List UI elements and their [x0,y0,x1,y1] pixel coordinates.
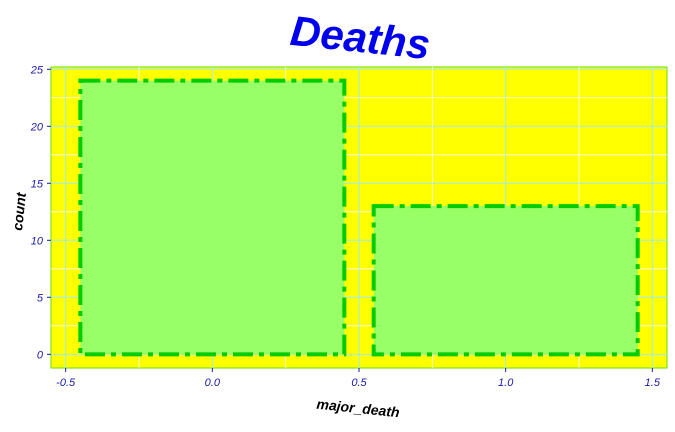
x-tick-label: -0.5 [56,377,76,389]
bars [78,78,640,357]
y-axis-ticks: 0 5 10 15 20 25 [30,64,51,361]
y-tick-label: 20 [30,121,44,133]
x-axis-label: major_death [316,396,400,421]
x-axis-ticks: -0.5 0.0 0.5 1.0 1.5 [56,368,661,389]
x-tick-label: 1.5 [645,377,661,389]
x-tick-label: 1.0 [498,377,514,389]
y-axis-label: count [9,190,29,231]
chart-title: Deaths [288,7,432,68]
x-tick-label: 0.0 [205,377,221,389]
y-tick-label: 0 [37,349,44,361]
x-tick-label: 0.5 [351,377,367,389]
y-tick-label: 5 [37,292,44,304]
y-tick-label: 15 [31,178,44,190]
bar-1 [78,78,347,357]
y-tick-label: 25 [30,64,44,76]
bar-2 [371,204,640,357]
y-tick-label: 10 [31,235,44,247]
